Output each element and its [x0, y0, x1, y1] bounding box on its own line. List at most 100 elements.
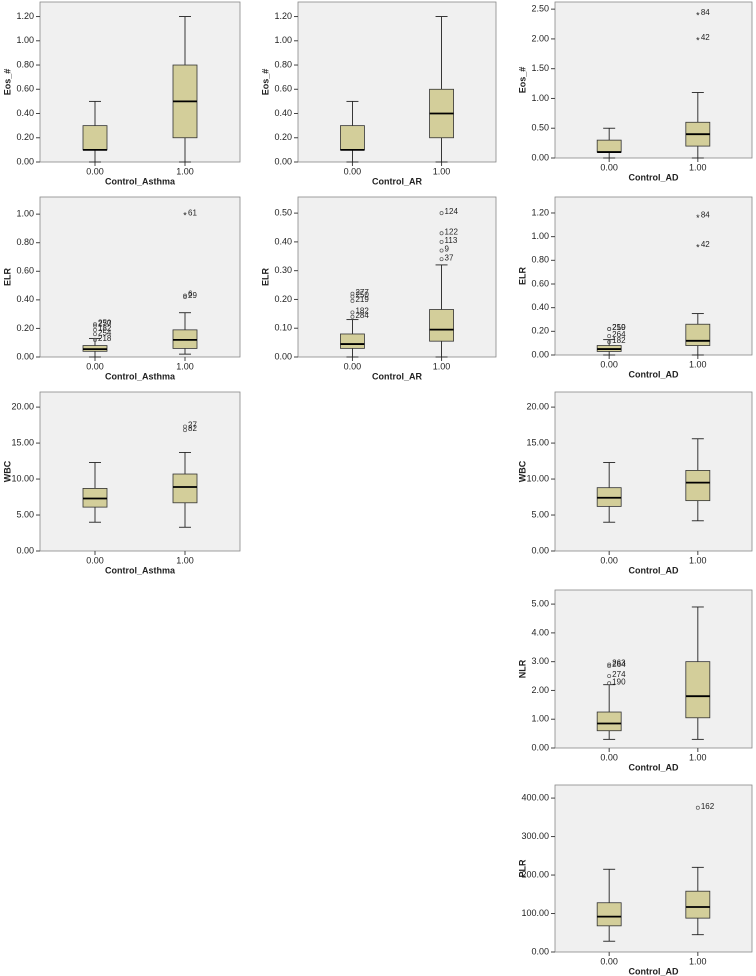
outlier-label: 124 [445, 207, 459, 216]
outlier [93, 332, 97, 337]
x-axis-label: Control_Asthma [105, 176, 176, 186]
x-axis-label: Control_AD [629, 172, 679, 182]
y-tick-label: 0.40 [531, 302, 549, 312]
outlier-label: 218 [98, 334, 112, 343]
y-tick-label: 0.60 [16, 84, 34, 94]
y-axis-label: Eos_# [2, 69, 12, 96]
x-tick-label: 0.00 [600, 162, 618, 172]
box [685, 661, 711, 719]
box-plot-panel: 0.00 5.00 10.00 15.00 20.00 WBC Control_AD 0.00… [517, 391, 753, 575]
outlier-label: 250 [98, 318, 112, 327]
y-tick-label: 1.00 [16, 35, 34, 45]
outlier [439, 211, 444, 216]
outlier-label: 254 [98, 328, 112, 337]
outlier: * [696, 35, 700, 45]
outlier-label: 219 [612, 323, 626, 332]
x-tick-label: 0.00 [600, 956, 618, 966]
outlier-label: 37 [445, 253, 454, 262]
y-axis-label: Eos_# [517, 67, 527, 94]
x-tick-label: 0.00 [600, 752, 618, 762]
y-tick-label: 0.00 [531, 946, 549, 956]
y-tick-label: 0.00 [531, 545, 549, 555]
box [172, 473, 198, 504]
outlier [695, 805, 700, 810]
y-tick-label: 0.20 [16, 132, 34, 142]
y-tick-label: 10.00 [11, 473, 34, 483]
box-plot-panel: 0.00 1.00 2.00 3.00 4.00 5.00 NLR Control_AD 0.0… [517, 589, 753, 772]
y-tick-label: 20.00 [11, 401, 34, 411]
y-tick-label: 0.20 [16, 323, 34, 333]
y-axis-label: ELR [2, 267, 12, 286]
x-tick-label: 0.00 [86, 555, 104, 565]
outlier-label: 182 [98, 324, 112, 333]
outlier [439, 231, 444, 236]
y-tick-label: 2.00 [531, 33, 549, 43]
outlier [607, 334, 612, 339]
y-tick-label: 0.80 [16, 237, 34, 247]
outlier [350, 298, 355, 303]
plot-area [297, 196, 497, 358]
y-axis-label: WBC [2, 460, 12, 482]
y-tick-label: 0.00 [16, 351, 34, 361]
y-tick-label: 0.80 [274, 59, 292, 69]
y-tick-label: 5.00 [531, 509, 549, 519]
box-plot-panel: 0.00 100.00 200.00 300.00 400.00 PLR Control_A… [517, 784, 753, 976]
y-axis-label: NLR [517, 659, 527, 678]
outlier-label: 42 [701, 33, 710, 42]
outlier-label: 84 [701, 8, 710, 17]
x-tick-label: 1.00 [689, 555, 707, 565]
x-tick-label: 1.00 [689, 956, 707, 966]
y-tick-label: 0.00 [531, 742, 549, 752]
y-tick-label: 1.00 [531, 231, 549, 241]
outlier [607, 662, 612, 667]
y-tick-label: 0.50 [274, 207, 292, 217]
y-tick-label: 0.00 [274, 156, 292, 166]
outlier [93, 337, 97, 342]
outlier [607, 327, 612, 331]
outlier [350, 291, 355, 296]
box [596, 902, 622, 927]
x-axis-label: Control_AR [372, 176, 422, 186]
outlier-label: 277 [355, 288, 369, 297]
x-tick-label: 1.00 [689, 752, 707, 762]
x-axis-label: Control_AD [629, 762, 679, 772]
x-tick-label: 1.00 [176, 555, 194, 565]
x-tick-label: 0.00 [600, 555, 618, 565]
box [429, 309, 454, 342]
y-tick-label: 15.00 [11, 437, 34, 447]
y-axis-label: WBC [517, 460, 527, 482]
x-tick-label: 0.00 [86, 166, 104, 176]
plot-area [554, 1, 753, 159]
outlier-label: 27 [188, 421, 197, 430]
y-tick-label: 1.00 [274, 35, 292, 45]
outlier [183, 424, 187, 429]
y-tick-label: 0.00 [531, 152, 549, 162]
y-tick-label: 20.00 [526, 401, 549, 411]
box-plot-panel: 0.00 5.00 10.00 15.00 20.00 WBC Control_Asthma… [2, 391, 241, 575]
y-tick-label: 0.40 [16, 108, 34, 118]
outlier-label: 42 [701, 240, 710, 249]
box [685, 470, 711, 502]
box [82, 125, 108, 151]
box-plot-panel: 0.00 0.20 0.40 0.60 0.80 1.00 ELR Control_Asthm… [2, 196, 241, 381]
y-tick-label: 1.00 [16, 209, 34, 219]
y-tick-label: 1.00 [531, 714, 549, 724]
outlier [607, 340, 612, 344]
outlier-label: 250 [612, 323, 626, 332]
x-axis-label: Control_AR [372, 371, 422, 381]
y-tick-label: 1.50 [531, 63, 549, 73]
y-tick-label: 0.60 [531, 278, 549, 288]
outlier [183, 295, 187, 299]
box [685, 323, 711, 346]
y-axis-label: PLR [517, 859, 527, 878]
x-tick-label: 0.00 [344, 361, 362, 371]
y-tick-label: 4.00 [531, 627, 549, 637]
outlier: * [696, 10, 700, 20]
outlier [183, 293, 187, 298]
outlier [350, 310, 355, 315]
outlier-label: 84 [701, 211, 710, 220]
outlier [439, 248, 444, 253]
x-tick-label: 1.00 [176, 166, 194, 176]
outlier-label: 61 [188, 208, 197, 217]
